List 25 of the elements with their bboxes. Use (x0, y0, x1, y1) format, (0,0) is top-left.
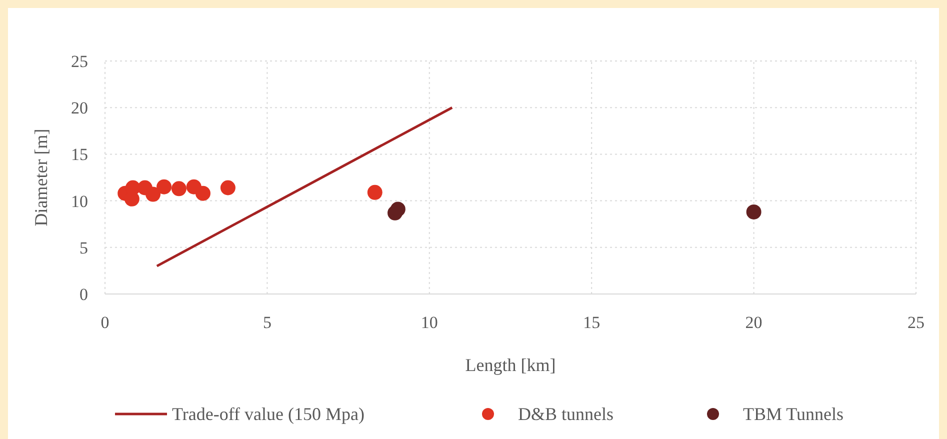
y-tick-label: 20 (71, 98, 88, 118)
y-tick-label: 5 (80, 238, 88, 258)
y-tick-label: 10 (71, 192, 88, 211)
point (390, 202, 406, 217)
x-tick-label: 15 (583, 313, 600, 332)
point (195, 186, 210, 201)
x-tick-label: 10 (420, 313, 438, 332)
x-axis-title: Length [km] (465, 355, 556, 375)
x-tick-label: 5 (262, 313, 272, 332)
y-tick-label: 25 (71, 52, 88, 71)
y-axis-title: Diameter [m] (31, 128, 51, 226)
legend-label: D&B tunnels (518, 404, 614, 424)
x-tick-label: 25 (908, 313, 924, 332)
x-tick-label: 0 (100, 313, 110, 332)
point (220, 180, 236, 196)
point (746, 204, 762, 220)
point (156, 179, 172, 194)
legend-label: TBM Tunnels (743, 404, 844, 424)
x-tick-label: 20 (745, 313, 762, 332)
y-tick-label: 15 (71, 145, 88, 164)
legend-label: Trade-off value (150 Mpa) (172, 404, 364, 424)
point (146, 186, 161, 202)
point (171, 181, 186, 196)
point (367, 184, 382, 200)
y-tick-label: 0 (80, 285, 88, 304)
